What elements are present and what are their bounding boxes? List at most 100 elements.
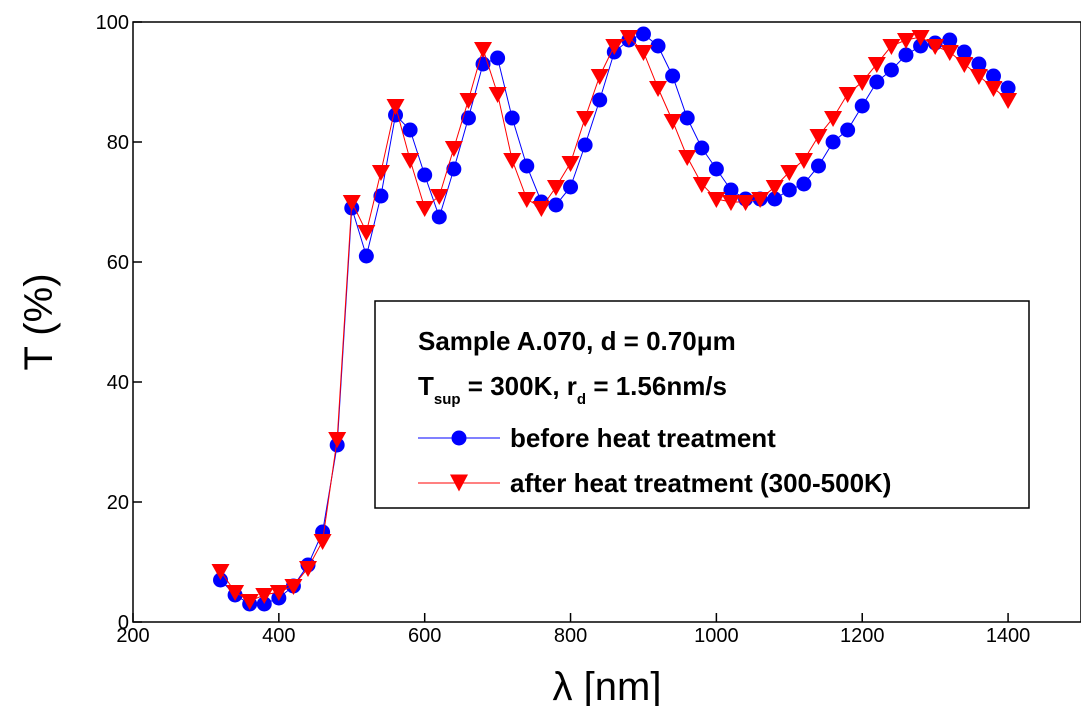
data-point-triangle (474, 42, 493, 58)
data-point-circle (402, 122, 418, 138)
data-point-triangle (911, 30, 930, 46)
legend-marker-circle (451, 430, 467, 446)
data-point-circle (971, 56, 987, 72)
data-point-circle (548, 197, 564, 213)
x-tick-label: 1200 (840, 625, 885, 647)
data-point-circle (708, 161, 724, 177)
y-tick-label: 100 (96, 12, 129, 34)
legend-label-after: after heat treatment (300-500K) (510, 468, 891, 498)
legend-entry-before: before heat treatment (418, 423, 776, 453)
series-layer (211, 26, 1018, 612)
data-point-triangle (809, 129, 828, 145)
data-point-circle (694, 140, 710, 156)
data-point-circle (781, 182, 797, 198)
data-point-circle (665, 68, 681, 84)
data-point-triangle (444, 141, 463, 157)
data-point-triangle (269, 585, 288, 601)
data-point-triangle (357, 225, 376, 241)
data-point-circle (650, 38, 666, 54)
data-point-circle (1000, 80, 1016, 96)
data-point-triangle (619, 30, 638, 46)
data-point-triangle (867, 57, 886, 73)
data-point-triangle (663, 114, 682, 130)
data-point-triangle (736, 195, 755, 211)
x-tick-label: 600 (408, 625, 441, 647)
x-tick-label: 800 (554, 625, 587, 647)
data-point-triangle (590, 69, 609, 85)
data-point-triangle (984, 81, 1003, 97)
data-point-circle (810, 158, 826, 174)
data-point-triangle (459, 93, 478, 109)
data-point-triangle (313, 534, 332, 550)
legend-label-before: before heat treatment (510, 423, 776, 453)
data-point-triangle (488, 87, 507, 103)
legend-marker-triangle (450, 474, 468, 492)
series-2 (211, 30, 1018, 610)
data-point-triangle (576, 111, 595, 127)
y-tick-label: 0 (118, 612, 129, 634)
data-point-triangle (751, 192, 770, 208)
data-point-circle (796, 176, 812, 192)
data-point-triangle (824, 111, 843, 127)
data-point-circle (985, 68, 1001, 84)
annotation-line-2: Tsup = 300K, rd = 1.56nm/s (418, 371, 727, 408)
data-point-triangle (226, 585, 245, 601)
data-point-triangle (838, 87, 857, 103)
data-point-triangle (386, 99, 405, 115)
data-point-triangle (401, 153, 420, 169)
data-point-triangle (299, 561, 318, 577)
x-axis-title: λ [nm] (553, 665, 662, 706)
data-point-triangle (955, 57, 974, 73)
data-point-triangle (240, 594, 259, 610)
data-point-triangle (649, 81, 668, 97)
data-point-circle (869, 74, 885, 90)
x-tick-label: 400 (262, 625, 295, 647)
data-point-triangle (371, 165, 390, 181)
y-tick-label: 80 (107, 132, 129, 154)
legend-box (374, 300, 1030, 509)
data-point-triangle (415, 201, 434, 217)
data-point-triangle (721, 195, 740, 211)
data-point-triangle (765, 180, 784, 196)
data-point-triangle (940, 45, 959, 61)
data-point-triangle (678, 150, 697, 166)
x-tick-label: 200 (116, 625, 149, 647)
data-point-circle (490, 50, 506, 66)
data-point-triangle (926, 39, 945, 55)
data-point-circle (840, 122, 856, 138)
data-point-triangle (342, 195, 361, 211)
data-point-triangle (882, 39, 901, 55)
data-point-triangle (430, 189, 449, 205)
data-point-triangle (999, 93, 1018, 109)
data-point-circle (956, 44, 972, 60)
data-point-circle (825, 134, 841, 150)
y-tick-label: 20 (107, 492, 129, 514)
data-point-circle (358, 248, 374, 264)
data-point-circle (431, 209, 447, 225)
data-point-triangle (605, 39, 624, 55)
data-point-circle (577, 137, 593, 153)
x-tick-label: 1000 (694, 625, 739, 647)
data-point-triangle (328, 432, 347, 448)
plot-frame (132, 21, 1081, 623)
data-point-circle (563, 179, 579, 195)
x-tick-label: 1400 (986, 625, 1031, 647)
axis-ticks: 200 400 600 800 1000 1200 1400 0 20 40 60 80 100 (96, 12, 1031, 647)
data-point-triangle (284, 579, 303, 595)
data-point-triangle (561, 156, 580, 172)
data-point-circle (446, 161, 462, 177)
data-point-triangle (532, 201, 551, 217)
data-point-circle (898, 47, 914, 63)
data-point-circle (519, 158, 535, 174)
y-tick-label: 40 (107, 372, 129, 394)
data-point-circle (592, 92, 608, 108)
data-point-triangle (634, 45, 653, 61)
data-point-circle (417, 167, 433, 183)
data-point-triangle (969, 69, 988, 85)
data-point-triangle (546, 180, 565, 196)
data-point-triangle (503, 153, 522, 169)
y-axis-title: T (%) (17, 273, 61, 370)
data-point-circle (504, 110, 520, 126)
legend-entry-after: after heat treatment (300-500K) (418, 468, 891, 498)
